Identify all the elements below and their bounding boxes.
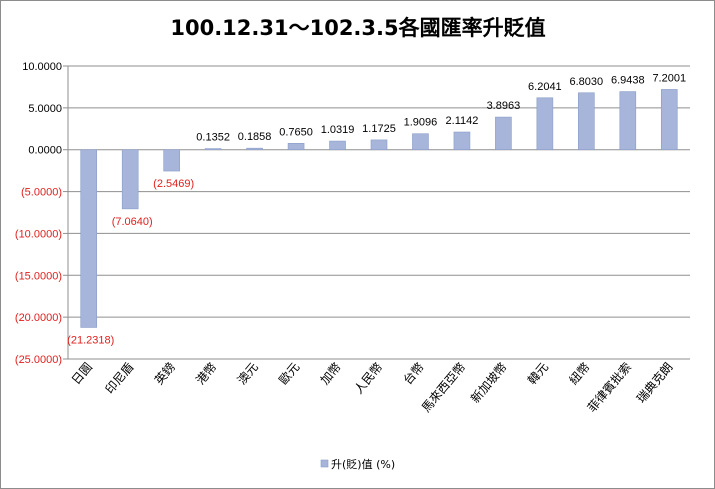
y-tick-label: 0.0000	[28, 145, 62, 157]
data-label: 6.2041	[528, 81, 562, 93]
data-label: 3.8963	[487, 100, 521, 112]
x-tick-label: 台幣	[400, 359, 427, 387]
data-label: 0.1858	[238, 131, 272, 143]
y-tick-label: (15.0000)	[15, 270, 62, 282]
data-label: 6.8030	[570, 76, 604, 88]
legend-swatch	[320, 459, 329, 468]
bar	[453, 131, 471, 151]
legend: 升(貶)值 (%)	[320, 458, 395, 471]
bar	[121, 149, 139, 210]
bar	[536, 97, 554, 151]
x-tick-label: 印尼盾	[103, 360, 137, 397]
x-tick-label: 加幣	[318, 360, 344, 387]
data-label: 0.1352	[196, 132, 230, 144]
gridlines	[68, 65, 690, 360]
data-labels: (21.2318) (7.0640) (2.5469) 0.1352 0.1858 0.7…	[67, 72, 686, 346]
bar	[329, 140, 346, 151]
x-tick-label: 菲律賓批索	[584, 359, 634, 415]
y-tick-label: (25.0000)	[15, 354, 62, 366]
data-label: 6.9438	[611, 75, 645, 87]
y-tick-label: (5.0000)	[21, 187, 62, 199]
y-tick-label: (20.0000)	[15, 312, 62, 324]
data-label: (2.5469)	[153, 178, 194, 190]
bar	[163, 149, 180, 172]
data-label: 1.1725	[362, 123, 396, 135]
x-tick-label: 港幣	[193, 360, 219, 387]
legend-label: 升(貶)值 (%)	[331, 458, 395, 471]
x-tick-label: 歐元	[275, 359, 302, 387]
x-tick-label: 英鎊	[151, 359, 178, 387]
data-label: (21.2318)	[67, 334, 114, 346]
bar	[619, 91, 637, 151]
x-tick-label: 瑞典克朗	[634, 360, 676, 406]
bar	[578, 92, 595, 151]
x-tick-label: 澳元	[235, 360, 261, 387]
data-label: 2.1142	[446, 115, 479, 127]
chart-title: 100.12.31～102.3.5各國匯率升貶值	[170, 16, 545, 40]
x-tick-label: 日圓	[69, 360, 95, 387]
data-label: (7.0640)	[112, 216, 153, 228]
bar	[246, 147, 263, 151]
x-tick-label: 人民幣	[351, 360, 385, 397]
x-tick-label: 新加坡幣	[467, 359, 509, 405]
bar	[204, 148, 222, 151]
y-tick-label: 5.0000	[28, 103, 62, 115]
data-label: 1.0319	[321, 124, 355, 136]
y-tick-label: 10.0000	[22, 61, 62, 73]
y-axis: 10.0000 5.0000 0.0000 (5.0000) (10.0000) (15.…	[15, 61, 69, 366]
bar	[287, 143, 305, 151]
data-label: 7.2001	[652, 72, 686, 84]
x-tick-label: 紐幣	[566, 360, 592, 387]
bar	[80, 149, 98, 328]
data-label: 0.7650	[279, 126, 313, 138]
bar	[370, 139, 388, 151]
bar	[412, 133, 429, 151]
bars	[80, 89, 678, 328]
bar	[660, 89, 678, 151]
x-tick-label: 馬來西亞幣	[419, 360, 468, 415]
x-tick-label: 韓元	[525, 360, 551, 387]
data-label: 1.9096	[404, 117, 438, 129]
bar	[495, 116, 512, 151]
y-tick-label: (10.0000)	[15, 228, 62, 240]
